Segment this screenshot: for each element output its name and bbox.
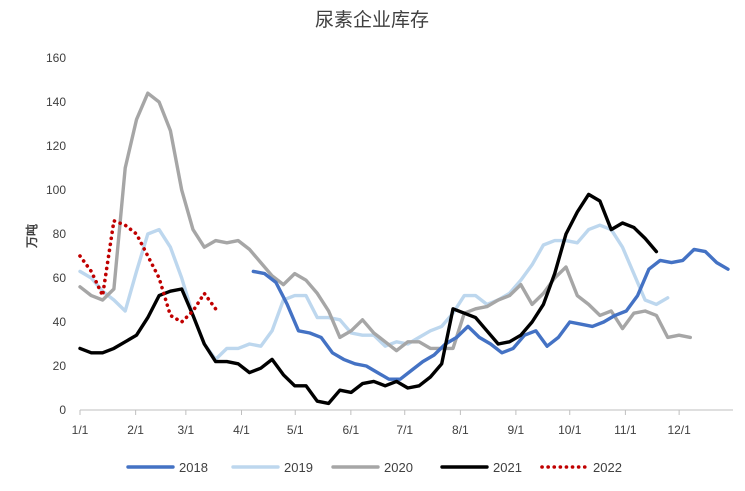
x-tick-label: 3/1 [178, 423, 195, 437]
x-axis [79, 409, 733, 415]
x-tick-label: 10/1 [558, 423, 582, 437]
legend-label-2018: 2018 [179, 460, 208, 475]
legend-label-2022: 2022 [593, 460, 622, 475]
x-tick-label: 7/1 [396, 423, 413, 437]
y-tick-label: 140 [46, 95, 66, 109]
y-tick-label: 60 [53, 271, 67, 285]
y-axis-label: 万吨 [24, 224, 39, 249]
x-tick-label: 5/1 [287, 423, 304, 437]
x-tick-label: 6/1 [343, 423, 360, 437]
y-tick-label: 80 [53, 227, 67, 241]
x-tick-label: 9/1 [508, 423, 525, 437]
y-tick-label: 20 [53, 359, 67, 373]
legend-label-2021: 2021 [493, 460, 522, 475]
x-tick-label: 11/1 [614, 423, 637, 437]
x-tick-label: 1/1 [72, 423, 89, 437]
series-lines [78, 91, 730, 406]
y-tick-label: 100 [46, 183, 66, 197]
series-line-2020 [78, 91, 692, 353]
x-tick-labels: 1/1 2/1 3/1 4/1 5/1 6/1 7/1 8/1 9/1 10/1 11/1 12/1 [72, 423, 691, 437]
x-tick-label: 12/1 [667, 423, 691, 437]
y-tick-label: 120 [46, 139, 66, 153]
legend: 2018 2019 2020 2021 2022 [126, 460, 622, 475]
y-tick-label: 0 [59, 403, 66, 417]
series-line-2019 [78, 223, 670, 362]
y-tick-label: 160 [46, 51, 66, 65]
legend-label-2020: 2020 [384, 460, 413, 475]
legend-label-2019: 2019 [284, 460, 313, 475]
x-tick-label: 8/1 [452, 423, 469, 437]
x-tick-label: 4/1 [233, 423, 250, 437]
y-tick-labels: 0 20 40 60 80 100 120 140 160 [46, 51, 66, 417]
x-tick-label: 2/1 [127, 423, 144, 437]
series-line-2022 [78, 219, 218, 324]
series-line-2018 [251, 247, 730, 381]
y-tick-label: 40 [53, 315, 67, 329]
chart-title: 尿素企业库存 [315, 9, 429, 31]
series-line-2021 [78, 192, 659, 406]
